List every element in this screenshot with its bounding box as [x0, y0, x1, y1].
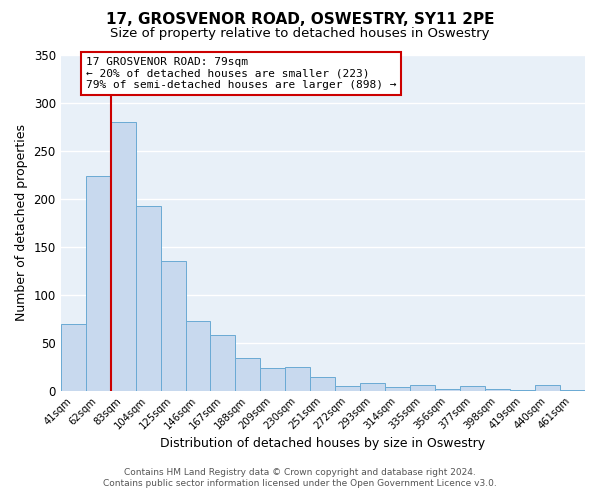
- Bar: [136, 206, 161, 391]
- Bar: [310, 376, 335, 391]
- Bar: [510, 390, 535, 391]
- Bar: [86, 176, 110, 391]
- Text: Size of property relative to detached houses in Oswestry: Size of property relative to detached ho…: [110, 28, 490, 40]
- Bar: [560, 390, 585, 391]
- Bar: [460, 386, 485, 391]
- Bar: [535, 385, 560, 391]
- Bar: [485, 389, 510, 391]
- Bar: [235, 358, 260, 391]
- Bar: [410, 385, 435, 391]
- Bar: [61, 324, 86, 391]
- Text: 17, GROSVENOR ROAD, OSWESTRY, SY11 2PE: 17, GROSVENOR ROAD, OSWESTRY, SY11 2PE: [106, 12, 494, 28]
- X-axis label: Distribution of detached houses by size in Oswestry: Distribution of detached houses by size …: [160, 437, 485, 450]
- Bar: [286, 367, 310, 391]
- Bar: [161, 262, 185, 391]
- Bar: [385, 387, 410, 391]
- Bar: [211, 336, 235, 391]
- Text: Contains HM Land Registry data © Crown copyright and database right 2024.
Contai: Contains HM Land Registry data © Crown c…: [103, 468, 497, 487]
- Bar: [110, 122, 136, 391]
- Bar: [335, 386, 360, 391]
- Text: 17 GROSVENOR ROAD: 79sqm
← 20% of detached houses are smaller (223)
79% of semi-: 17 GROSVENOR ROAD: 79sqm ← 20% of detach…: [86, 57, 396, 90]
- Bar: [435, 389, 460, 391]
- Bar: [185, 321, 211, 391]
- Bar: [360, 384, 385, 391]
- Bar: [260, 368, 286, 391]
- Y-axis label: Number of detached properties: Number of detached properties: [15, 124, 28, 322]
